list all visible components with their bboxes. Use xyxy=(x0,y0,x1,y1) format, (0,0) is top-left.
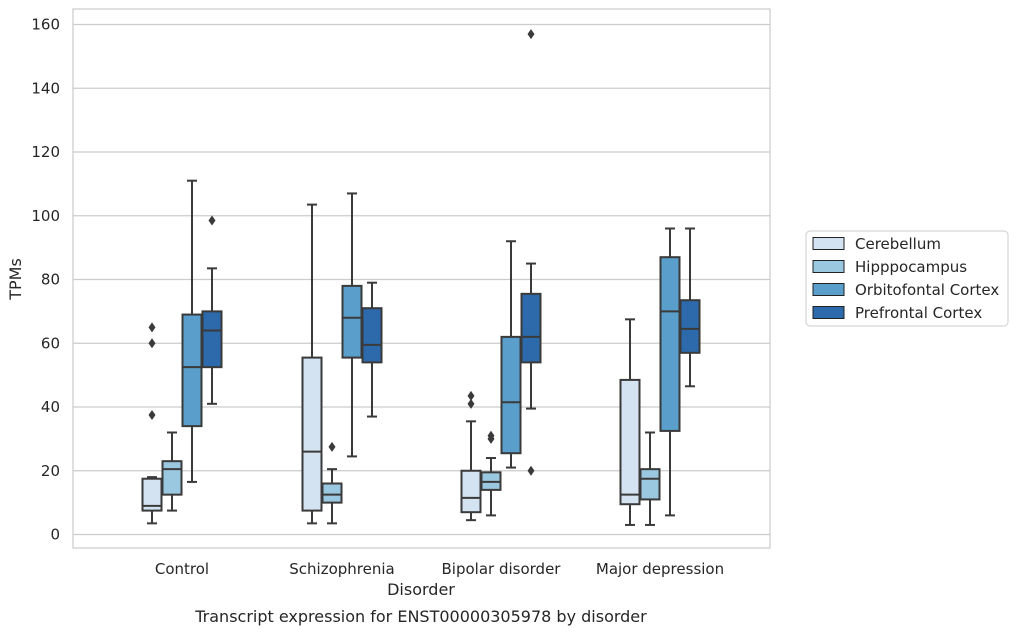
box-orbitofontal-cortex xyxy=(500,240,522,469)
grid-lines xyxy=(73,23,770,536)
box-body xyxy=(361,307,383,364)
y-tick-label: 20 xyxy=(41,462,60,480)
box-body xyxy=(659,256,681,432)
box-orbitofontal-cortex xyxy=(341,192,363,458)
outlier-point xyxy=(527,465,535,476)
box-body xyxy=(460,469,482,514)
outlier-point xyxy=(148,322,156,333)
y-tick-label: 100 xyxy=(31,207,60,225)
x-tick-label: Bipolar disorder xyxy=(442,560,562,578)
box-body xyxy=(201,310,223,369)
box-body xyxy=(500,335,522,455)
box-cerebellum xyxy=(619,318,641,526)
legend-label: Cerebellum xyxy=(855,235,941,253)
box-body xyxy=(341,284,363,359)
x-tick-label: Major depression xyxy=(596,560,724,578)
box-cerebellum xyxy=(141,322,163,525)
box-body xyxy=(639,468,661,501)
box-plots xyxy=(141,29,701,526)
y-tick-label: 40 xyxy=(41,398,60,416)
y-tick-label: 120 xyxy=(31,143,60,161)
x-tick-label: Control xyxy=(155,560,209,578)
outlier-point xyxy=(467,390,475,401)
box-cerebellum xyxy=(460,390,482,522)
outlier-point xyxy=(208,215,216,226)
box-hipppocampus xyxy=(161,431,183,512)
legend-swatch xyxy=(812,260,845,273)
legend-swatch xyxy=(812,283,845,296)
y-tick-labels: 0 20 40 60 80 100 120 140 160 xyxy=(31,16,60,544)
box-cerebellum xyxy=(301,203,323,525)
box-hipppocampus xyxy=(321,441,343,525)
box-orbitofontal-cortex xyxy=(659,227,681,517)
y-tick-label: 140 xyxy=(31,79,60,97)
legend-label: Prefrontal Cortex xyxy=(855,304,982,322)
y-axis-label: TPMs xyxy=(6,258,25,301)
legend-swatch xyxy=(812,237,845,250)
box-body xyxy=(679,299,701,354)
box-body xyxy=(619,378,641,506)
y-tick-label: 160 xyxy=(31,16,60,34)
outlier-point xyxy=(148,409,156,420)
box-hipppocampus xyxy=(639,431,661,526)
legend-label: Orbitofontal Cortex xyxy=(855,281,999,299)
legend: Cerebellum Hipppocampus Orbitofontal Corte… xyxy=(805,230,1009,327)
box-prefrontal-cortex xyxy=(679,227,701,388)
outlier-point xyxy=(328,441,336,452)
outlier-point xyxy=(467,398,475,409)
y-tick-label: 0 xyxy=(50,526,60,544)
y-tick-label: 80 xyxy=(41,271,60,289)
outlier-point xyxy=(527,29,535,40)
outlier-point xyxy=(148,338,156,349)
legend-label: Hipppocampus xyxy=(855,258,967,276)
outlier-point xyxy=(487,430,495,441)
x-tick-label: Schizophrenia xyxy=(289,560,394,578)
x-axis-label: Disorder xyxy=(387,580,455,599)
legend-frame xyxy=(805,230,1009,327)
x-tick-labels: Control Schizophrenia Bipolar disorder Majo… xyxy=(155,560,724,578)
chart-caption: Transcript expression for ENST0000030597… xyxy=(194,607,647,626)
box-prefrontal-cortex xyxy=(201,215,223,405)
box-orbitofontal-cortex xyxy=(181,179,203,483)
y-tick-label: 60 xyxy=(41,334,60,352)
box-hipppocampus xyxy=(480,430,502,517)
legend-swatch xyxy=(812,306,845,319)
plot-background xyxy=(72,8,771,549)
box-prefrontal-cortex xyxy=(361,281,383,418)
box-body xyxy=(181,313,203,428)
box-prefrontal-cortex xyxy=(520,29,542,476)
box-body xyxy=(161,460,183,496)
box-body xyxy=(321,482,343,504)
box-body xyxy=(520,292,542,364)
box-body xyxy=(301,356,323,512)
